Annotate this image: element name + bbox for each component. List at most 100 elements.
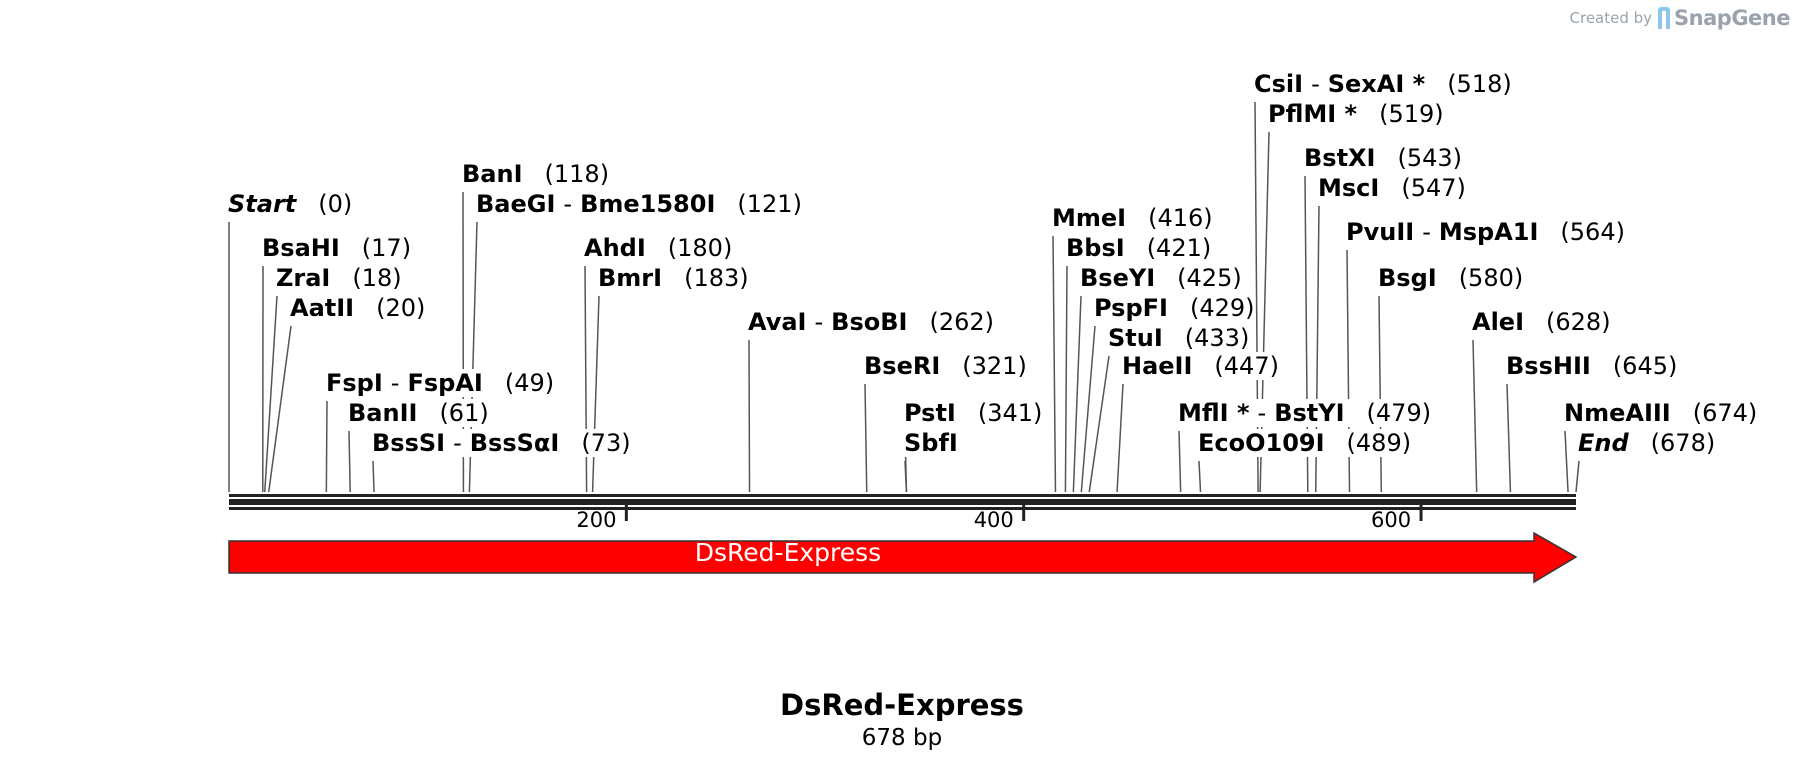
enzyme-name: BanI — [462, 160, 523, 188]
cut-site-label[interactable]: MmeI (416) — [1052, 204, 1213, 232]
leader-line — [325, 400, 328, 493]
leader-line — [267, 325, 292, 493]
leader-line — [1506, 383, 1512, 493]
cut-site-label[interactable]: FspI - FspAI (49) — [326, 369, 555, 397]
ruler-tick-label: 600 — [1371, 508, 1412, 532]
cut-site-label[interactable]: BmrI (183) — [598, 264, 749, 292]
sequence-length: 678 bp — [861, 725, 943, 751]
enzyme-name: BmrI — [598, 264, 663, 292]
leader-line — [264, 295, 278, 493]
snapgene-brand-text: SnapGene — [1674, 6, 1790, 30]
cut-site-label[interactable]: MflI * - BstYI (479) — [1178, 399, 1432, 427]
cut-position: (645) — [1612, 352, 1678, 380]
isoschizomer-separator: - — [814, 308, 824, 336]
cut-site-label[interactable]: NmeAIII (674) — [1564, 399, 1758, 427]
cut-position: (447) — [1214, 352, 1279, 380]
cut-position: (17) — [361, 234, 412, 262]
isoschizomer-separator: - — [1422, 218, 1431, 246]
ruler-tick — [1419, 505, 1423, 521]
enzyme-name: BaeGI — [476, 190, 556, 218]
enzyme-name: Bme1580I — [580, 190, 716, 218]
leader-line — [1472, 339, 1478, 493]
enzyme-name: MscI — [1318, 174, 1380, 202]
cut-site-label[interactable]: BseRI (321) — [864, 352, 1027, 380]
leader-line — [584, 265, 588, 493]
cut-site-label[interactable]: BsaHI (17) — [262, 234, 412, 262]
isoschizomer-separator: - — [1257, 399, 1267, 427]
isoschizomer-separator: - — [390, 369, 400, 397]
cut-position: (20) — [376, 294, 426, 322]
cut-site-label[interactable]: BbsI (421) — [1066, 234, 1212, 262]
feature-label: DsRed-Express — [694, 538, 882, 567]
enzyme-name: End — [1578, 429, 1629, 457]
cut-site-label[interactable]: AatII (20) — [290, 294, 426, 322]
cut-position: (489) — [1346, 429, 1412, 457]
cut-site-label[interactable]: Start (0) — [228, 190, 353, 218]
cut-position: (73) — [581, 429, 631, 457]
leader-line — [1080, 325, 1096, 493]
enzyme-name: BseYI — [1080, 264, 1156, 292]
leader-line — [1116, 383, 1124, 493]
enzyme-name: AatII — [290, 294, 355, 322]
enzyme-name: AleI — [1472, 308, 1525, 336]
cut-position: (518) — [1447, 70, 1512, 98]
cut-position: (61) — [439, 399, 489, 427]
cut-site-label[interactable]: AvaI - BsoBI (262) — [748, 308, 995, 336]
cut-site-label[interactable]: PstI (341) — [904, 399, 1043, 427]
enzyme-name: BssSI — [372, 429, 446, 457]
snapgene-logo: SnapGene — [1658, 6, 1790, 30]
cut-site-label[interactable]: AhdI (180) — [584, 234, 733, 262]
cut-position: (321) — [962, 352, 1027, 380]
cut-site-label[interactable]: PspFI (429) — [1094, 294, 1255, 322]
enzyme-name: BstXI — [1304, 144, 1376, 172]
cut-site-label[interactable]: HaeII (447) — [1122, 352, 1279, 380]
dna-backbone — [229, 494, 1576, 510]
enzyme-name: FspI — [326, 369, 383, 397]
enzyme-name: Start — [228, 190, 297, 218]
enzyme-name: CsiI — [1254, 70, 1304, 98]
cut-site-label[interactable]: BseYI (425) — [1080, 264, 1242, 292]
cut-site-label[interactable]: AleI (628) — [1472, 308, 1611, 336]
cut-site-label[interactable]: ZraI (18) — [276, 264, 402, 292]
cut-position: (49) — [504, 369, 555, 397]
cut-site-label[interactable]: End (678) — [1578, 429, 1716, 457]
sequence-title: DsRed-Express — [780, 688, 1024, 722]
cut-site-label[interactable]: MscI (547) — [1318, 174, 1466, 202]
cut-site-label[interactable]: BssHII (645) — [1506, 352, 1678, 380]
cut-position: (121) — [737, 190, 802, 218]
leader-line — [348, 430, 351, 493]
snapgene-logo-icon — [1658, 7, 1671, 29]
enzyme-name: PstI — [904, 399, 956, 427]
cut-site-label[interactable]: EcoO109I (489) — [1198, 429, 1412, 457]
leader-line — [1198, 460, 1202, 493]
cut-site-label[interactable]: BsgI (580) — [1378, 264, 1524, 292]
cut-position: (262) — [929, 308, 995, 336]
cut-site-label[interactable]: CsiI - SexAI * (518) — [1254, 70, 1512, 98]
feature-arrow-dsred-express — [228, 531, 1578, 584]
enzyme-name: BsgI — [1378, 264, 1437, 292]
cut-site-label[interactable]: BstXI (543) — [1304, 144, 1463, 172]
cut-position: (479) — [1366, 399, 1432, 427]
ruler-tick-label: 400 — [973, 508, 1014, 532]
leader-line — [372, 460, 375, 493]
cut-site-label[interactable]: PflMI * (519) — [1268, 100, 1444, 128]
cut-site-label[interactable]: BssSI - BssSαI (73) — [372, 429, 631, 457]
enzyme-name: PvuII — [1346, 218, 1415, 246]
cut-position: (0) — [318, 190, 353, 218]
cut-site-leader-lines — [228, 101, 1580, 493]
enzyme-name: BstYI — [1274, 399, 1345, 427]
cut-position: (421) — [1146, 234, 1212, 262]
cut-site-label[interactable]: PvuII - MspA1I (564) — [1346, 218, 1625, 246]
enzyme-name: BsaHI — [262, 234, 340, 262]
created-by-text: Created by — [1569, 9, 1653, 27]
cut-site-label[interactable]: BanII (61) — [348, 399, 489, 427]
enzyme-name: BssHII — [1506, 352, 1591, 380]
cut-position: (519) — [1379, 100, 1444, 128]
cut-site-label[interactable]: BaeGI - Bme1580I (121) — [476, 190, 802, 218]
cut-site-label[interactable]: BanI (118) — [462, 160, 610, 188]
cut-position: (433) — [1184, 324, 1250, 352]
cut-site-label[interactable]: SbfI — [904, 429, 958, 457]
cut-site-label[interactable]: StuI (433) — [1108, 324, 1250, 352]
isoschizomer-separator: - — [1311, 70, 1320, 98]
